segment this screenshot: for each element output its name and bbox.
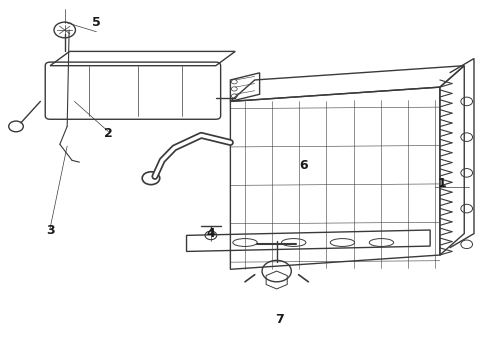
Text: 6: 6 <box>299 159 308 172</box>
Text: 2: 2 <box>104 127 113 140</box>
Text: 1: 1 <box>438 177 446 190</box>
Text: 4: 4 <box>206 227 215 240</box>
Text: 7: 7 <box>275 313 284 326</box>
Text: 5: 5 <box>92 17 101 30</box>
Text: 3: 3 <box>46 224 54 237</box>
